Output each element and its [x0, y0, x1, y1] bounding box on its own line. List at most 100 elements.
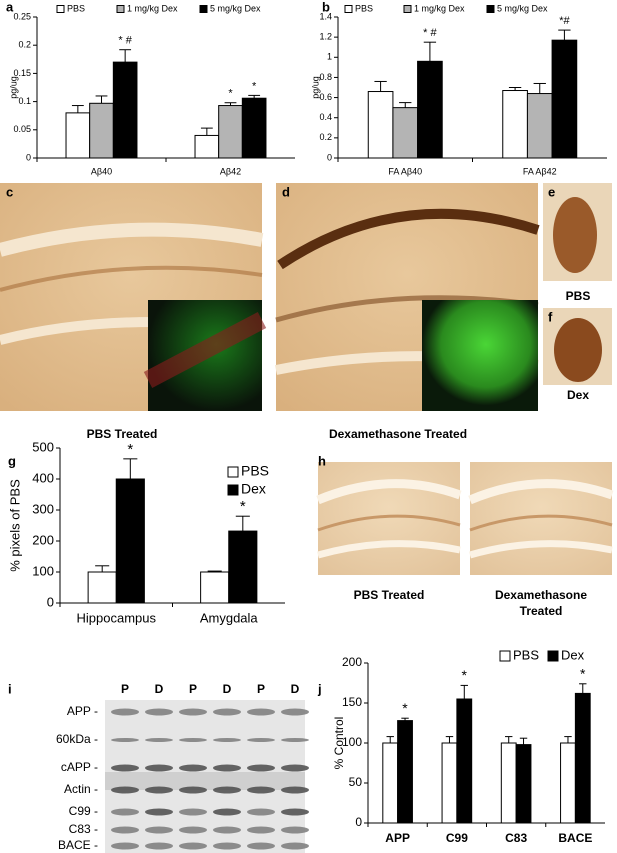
- blot-band: [281, 826, 309, 834]
- legend-label: PBS: [513, 647, 539, 662]
- blot-band: [111, 738, 139, 742]
- lane-label: D: [223, 682, 232, 696]
- blot-band: [179, 738, 207, 742]
- y-tick-label: 0.05: [13, 124, 31, 134]
- band-label: C99 -: [69, 804, 98, 818]
- bar: [560, 742, 576, 824]
- panel-letter: a: [6, 0, 14, 14]
- blot-band: [281, 808, 309, 816]
- legend-label: Dex: [561, 647, 585, 662]
- y-tick-label: 0: [47, 594, 54, 609]
- legend-label: 5 mg/kg Dex: [210, 3, 261, 13]
- panel-letter: c: [6, 184, 13, 199]
- y-tick-label: 0: [327, 152, 332, 162]
- x-tick-label: BACE: [558, 831, 592, 845]
- y-tick-label: 100: [32, 563, 54, 578]
- blot-band: [213, 708, 241, 716]
- significance-marker: *: [228, 88, 233, 100]
- y-tick-label: 0.6: [319, 92, 332, 102]
- band-label: APP -: [67, 704, 98, 718]
- blot-band: [213, 764, 241, 772]
- bar: [441, 742, 458, 824]
- bar: [456, 698, 473, 824]
- blot-band: [179, 786, 207, 794]
- blot-band: [213, 808, 241, 816]
- blot-band: [247, 738, 275, 742]
- y-tick-label: 200: [32, 532, 54, 547]
- bar: [200, 571, 230, 604]
- blot-band: [145, 826, 173, 834]
- blot-band: [247, 808, 275, 816]
- bar: [65, 112, 91, 159]
- caption: PBS: [566, 289, 591, 303]
- y-tick-label: 1: [327, 52, 332, 62]
- blot-band: [213, 842, 241, 850]
- lane-label: D: [155, 682, 164, 696]
- bar: [526, 93, 553, 159]
- legend-swatch: [56, 5, 65, 13]
- y-tick-label: 0.8: [319, 72, 332, 82]
- bar: [194, 134, 220, 159]
- legend-swatch: [227, 484, 239, 496]
- legend-label: Dex: [241, 481, 266, 497]
- blot-band: [247, 708, 275, 716]
- blot-band: [213, 826, 241, 834]
- blot-band: [179, 842, 207, 850]
- y-tick-label: 0.2: [18, 40, 31, 50]
- y-tick-label: 50: [349, 775, 363, 789]
- lane-label: P: [257, 682, 265, 696]
- caption: Dex: [567, 388, 589, 402]
- y-tick-label: 1.4: [319, 11, 332, 21]
- panel-letter: e: [548, 184, 555, 199]
- legend-swatch: [199, 5, 208, 13]
- blot-band: [281, 786, 309, 794]
- bar: [87, 571, 117, 604]
- bar: [551, 39, 578, 159]
- band-label: cAPP -: [61, 760, 98, 774]
- y-tick-label: 150: [342, 695, 362, 709]
- x-tick-label: FA Aβ40: [388, 166, 422, 176]
- y-tick-label: 0.25: [13, 11, 31, 21]
- y-tick-label: 0.4: [319, 112, 332, 122]
- bar: [417, 60, 443, 159]
- blot-band: [247, 764, 275, 772]
- blot-band: [247, 826, 275, 834]
- lane-label: D: [291, 682, 300, 696]
- bar: [115, 478, 145, 604]
- blot-band: [111, 764, 139, 772]
- y-axis-label: pg/ug: [310, 76, 320, 99]
- y-axis-label: % pixels of PBS: [7, 479, 22, 572]
- panel-letter: d: [282, 184, 290, 199]
- x-tick-label: Amygdala: [200, 610, 259, 625]
- legend-swatch: [499, 650, 511, 662]
- blot-band: [179, 808, 207, 816]
- y-tick-label: 0.2: [319, 132, 332, 142]
- blot-band: [179, 764, 207, 772]
- panel-letter: f: [548, 309, 553, 324]
- blot-band: [111, 808, 139, 816]
- panel-letter: b: [322, 0, 330, 14]
- significance-marker: *: [402, 700, 408, 716]
- blot-band: [145, 808, 173, 816]
- y-tick-label: 0.15: [13, 68, 31, 78]
- y-tick-label: 200: [342, 655, 362, 669]
- caption: Dexamethasone Treated: [329, 427, 467, 441]
- band-label: 60kDa -: [56, 732, 98, 746]
- panel-letter: j: [317, 681, 322, 696]
- significance-marker: * #: [118, 35, 132, 47]
- bar: [228, 530, 258, 604]
- blot-band: [281, 842, 309, 850]
- image-h: [316, 462, 614, 575]
- bar: [112, 61, 138, 159]
- blot-band: [145, 764, 173, 772]
- significance-marker: * #: [423, 27, 437, 39]
- blot-band: [111, 708, 139, 716]
- y-axis-label: pg/ug: [8, 76, 18, 99]
- y-axis-label: % Control: [332, 717, 346, 770]
- x-tick-label: FA Aβ42: [523, 166, 557, 176]
- blot-band: [247, 786, 275, 794]
- blot-band: [145, 738, 173, 742]
- blot-band: [179, 826, 207, 834]
